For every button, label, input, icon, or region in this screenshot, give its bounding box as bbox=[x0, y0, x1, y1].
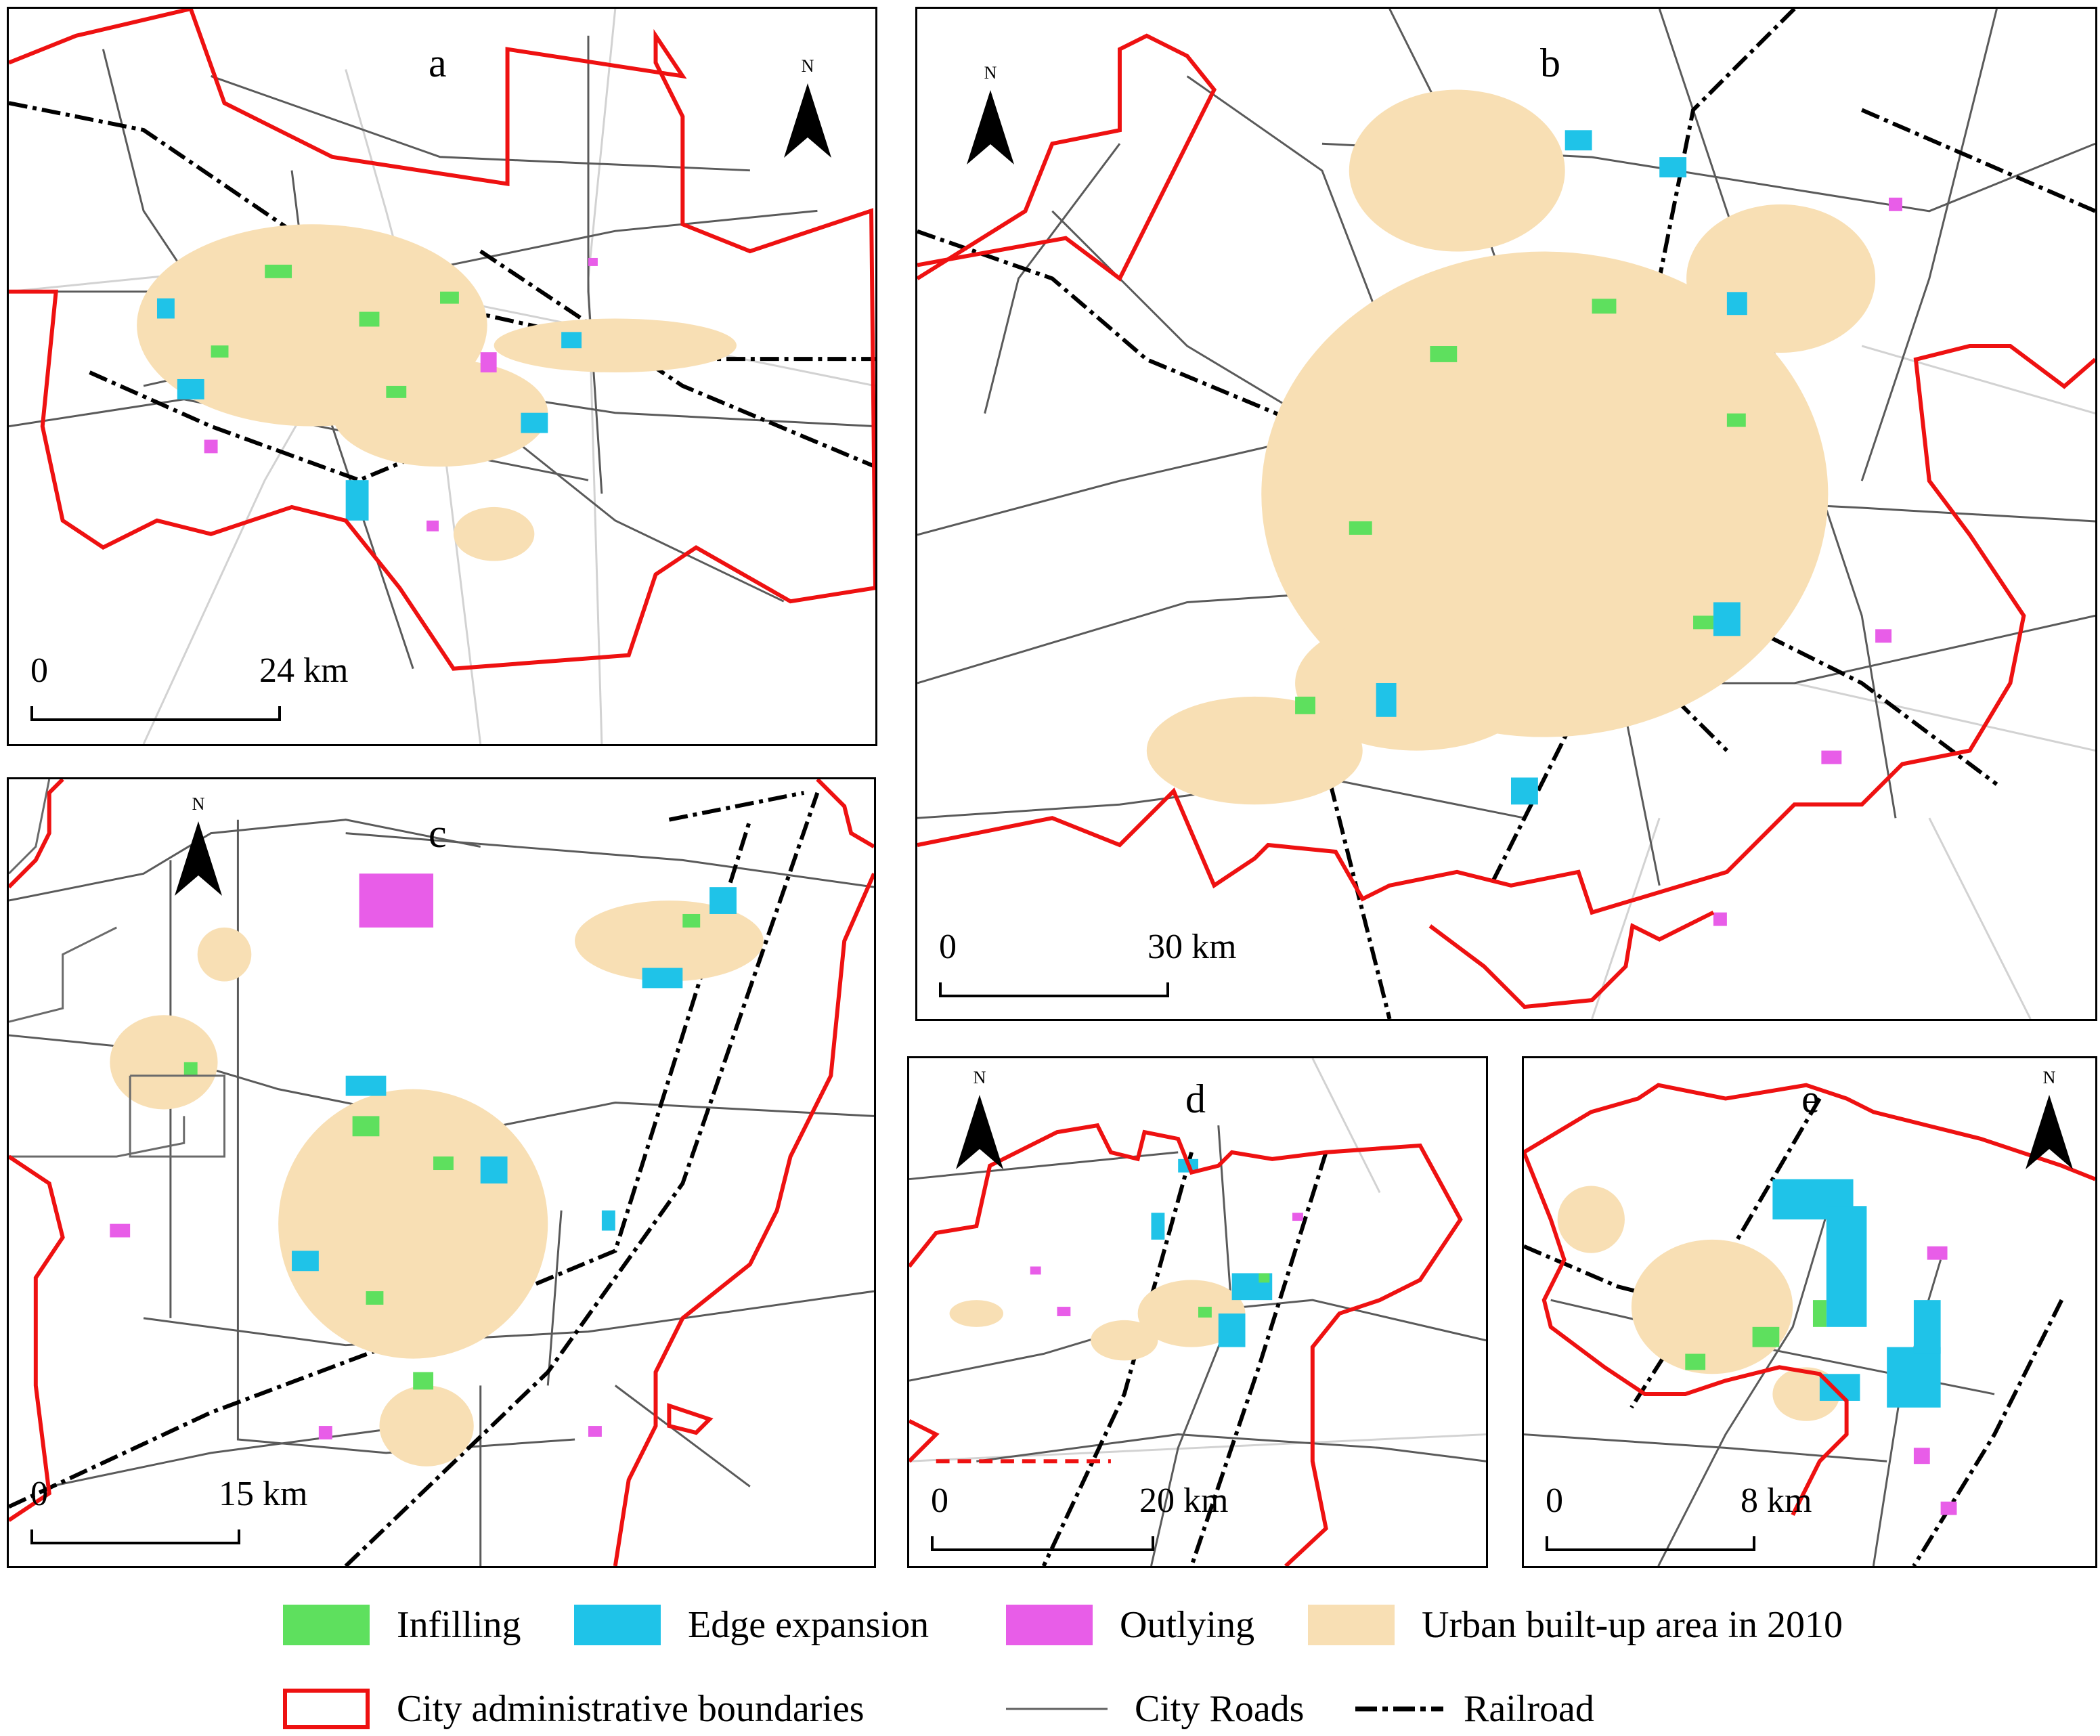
north-arrow-d: N bbox=[953, 1068, 1007, 1176]
north-label: N bbox=[984, 63, 997, 83]
scale-bar-line bbox=[30, 706, 281, 721]
north-label: N bbox=[192, 794, 205, 814]
panel-d-label: d bbox=[1185, 1077, 1206, 1121]
legend-item-infilling: Infilling bbox=[283, 1598, 521, 1652]
north-label: N bbox=[2042, 1068, 2056, 1087]
map-d-canvas bbox=[909, 1058, 1486, 1566]
north-arrow-icon bbox=[2026, 1095, 2073, 1169]
scale-distance: 30 km bbox=[1147, 928, 1237, 966]
north-arrow-e: N bbox=[2022, 1068, 2076, 1176]
scale-bar-line bbox=[939, 982, 1169, 997]
map-panel-d: d N 0 20 km bbox=[907, 1056, 1488, 1568]
scale-bar-b: 0 30 km bbox=[924, 930, 1276, 1004]
scale-zero: 0 bbox=[30, 1475, 48, 1513]
edge-expansion-swatch bbox=[574, 1605, 661, 1645]
boundary-swatch bbox=[283, 1689, 370, 1729]
scale-bar-line bbox=[1546, 1536, 1755, 1551]
north-label: N bbox=[973, 1068, 986, 1087]
scale-bar-line bbox=[30, 1529, 240, 1544]
railroad-line-swatch bbox=[1355, 1706, 1443, 1712]
panel-c-label: c bbox=[429, 811, 447, 856]
north-label: N bbox=[801, 56, 814, 76]
legend-item-railroad: Railroad bbox=[1355, 1682, 1594, 1736]
map-panel-b: b N 0 30 km bbox=[915, 7, 2097, 1021]
map-legend: Infilling Edge expansion Outlying Urban … bbox=[0, 1578, 2100, 1729]
legend-label: City administrative boundaries bbox=[397, 1688, 865, 1730]
legend-item-roads: City Roads bbox=[1006, 1682, 1304, 1736]
scale-distance: 24 km bbox=[259, 651, 349, 690]
map-b-canvas bbox=[917, 9, 2095, 1019]
north-arrow-b: N bbox=[963, 63, 1018, 171]
legend-label: Urban built-up area in 2010 bbox=[1422, 1604, 1843, 1646]
north-arrow-c: N bbox=[171, 794, 225, 903]
north-arrow-icon bbox=[784, 83, 831, 158]
urban-2010-swatch bbox=[1308, 1605, 1395, 1645]
legend-item-outlying: Outlying bbox=[1006, 1598, 1254, 1652]
map-panel-e: e N 0 8 km bbox=[1522, 1056, 2097, 1568]
legend-label: Railroad bbox=[1464, 1688, 1594, 1730]
legend-item-edge-expansion: Edge expansion bbox=[574, 1598, 929, 1652]
legend-label: Edge expansion bbox=[688, 1604, 929, 1646]
scale-bar-line bbox=[931, 1536, 1154, 1551]
scale-bar-a: 0 24 km bbox=[16, 651, 348, 728]
legend-label: Outlying bbox=[1120, 1604, 1255, 1646]
legend-item-boundaries: City administrative boundaries bbox=[283, 1682, 865, 1736]
map-e-canvas bbox=[1524, 1083, 2095, 1566]
panel-b-label: b bbox=[1540, 41, 1560, 85]
map-panel-a: a N 0 24 km bbox=[7, 7, 877, 746]
panel-e-label: e bbox=[1801, 1077, 1820, 1121]
legend-item-urban-2010: Urban built-up area in 2010 bbox=[1308, 1598, 1843, 1652]
scale-bar-c: 0 15 km bbox=[16, 1477, 368, 1551]
legend-label: City Roads bbox=[1135, 1688, 1305, 1730]
legend-label: Infilling bbox=[397, 1604, 521, 1646]
scale-bar-e: 0 8 km bbox=[1531, 1483, 1856, 1558]
scale-zero: 0 bbox=[1546, 1481, 1563, 1520]
infilling-swatch bbox=[283, 1605, 370, 1645]
scale-distance: 15 km bbox=[219, 1475, 308, 1513]
map-c-canvas bbox=[9, 779, 874, 1566]
scale-zero: 0 bbox=[939, 928, 957, 966]
scale-zero: 0 bbox=[30, 651, 48, 690]
road-line-swatch bbox=[1006, 1708, 1108, 1710]
north-arrow-icon bbox=[956, 1095, 1003, 1169]
north-arrow-a: N bbox=[781, 56, 835, 165]
outlying-swatch bbox=[1006, 1605, 1093, 1645]
map-a-canvas bbox=[9, 9, 875, 744]
north-arrow-icon bbox=[175, 821, 222, 896]
north-arrow-icon bbox=[967, 90, 1014, 165]
scale-zero: 0 bbox=[931, 1481, 948, 1520]
panel-a-label: a bbox=[429, 41, 447, 85]
scale-distance: 20 km bbox=[1139, 1481, 1229, 1520]
scale-distance: 8 km bbox=[1741, 1481, 1812, 1520]
scale-bar-d: 0 20 km bbox=[916, 1483, 1268, 1558]
map-panel-c: c N 0 15 km bbox=[7, 777, 876, 1568]
